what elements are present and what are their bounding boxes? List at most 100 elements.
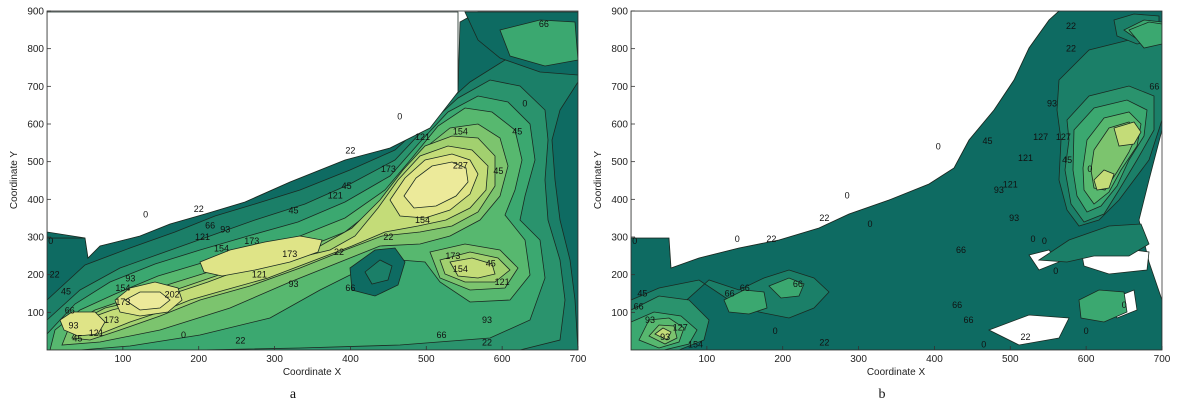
contour-level-label: 173 <box>115 297 130 307</box>
x-tick-label: 300 <box>266 354 283 365</box>
y-tick-label: 800 <box>27 44 44 55</box>
contour-level-label: 93 <box>289 279 299 289</box>
contour-level-label: 66 <box>205 221 215 231</box>
contour-level-label: 22 <box>235 336 245 346</box>
contour-level-label: 93 <box>125 273 135 283</box>
contour-level-label: 22 <box>194 204 204 214</box>
contour-level-label: 45 <box>1062 155 1072 165</box>
contour-fill-b <box>631 11 1162 350</box>
contour-level-label: 0 <box>1031 234 1036 244</box>
y-tick-label: 600 <box>27 120 44 131</box>
contour-level-label: 121 <box>89 328 104 338</box>
contour-level-label: 154 <box>214 243 229 253</box>
contour-level-label: 0 <box>1042 236 1047 246</box>
contour-level-label: 45 <box>512 127 522 137</box>
contour-level-label: 0 <box>1084 326 1089 336</box>
y-axis-label-a: Coordinate Y <box>9 151 20 210</box>
contour-level-label: 93 <box>1047 98 1057 108</box>
contour-level-label: 22 <box>1020 332 1030 342</box>
contour-level-label: 22 <box>383 232 393 242</box>
y-tick-label: 700 <box>611 82 628 93</box>
contour-level-label: 66 <box>952 300 962 310</box>
y-tick-label: 400 <box>27 195 44 206</box>
contour-level-label: 66 <box>65 305 75 315</box>
contour-level-label: 0 <box>522 98 527 108</box>
y-tick-label: 600 <box>611 120 628 131</box>
contour-level-label: 45 <box>72 334 82 344</box>
contour-level-label: 22 <box>345 145 355 155</box>
contour-level-label: 121 <box>495 277 510 287</box>
contour-level-label: 127 <box>1056 132 1071 142</box>
contour-level-label: 66 <box>539 19 549 29</box>
y-tick-label: 500 <box>27 157 44 168</box>
contour-level-label: 45 <box>289 206 299 216</box>
contour-level-label: 93 <box>482 315 492 325</box>
contour-level-label: 45 <box>983 136 993 146</box>
x-tick-label: 300 <box>850 354 867 365</box>
y-tick-label: 100 <box>611 308 628 319</box>
contour-level-label: 22 <box>1066 21 1076 31</box>
contour-level-label: 0 <box>773 326 778 336</box>
contour-chart-b: 0 45 66 93 127 93 154 66 66 66 0 22 22 0 0 0 45 93 121 121 1… <box>589 0 1175 405</box>
contour-level-label: 173 <box>282 249 297 259</box>
contour-level-label: 0 <box>632 236 637 246</box>
y-tick-label: 200 <box>27 270 44 281</box>
y-tick-label: 900 <box>27 7 44 18</box>
contour-level-label: 66 <box>956 245 966 255</box>
contour-level-label: 154 <box>453 127 468 137</box>
x-axis-label-a: Coordinate X <box>283 367 342 378</box>
contour-level-label: 22 <box>50 270 60 280</box>
contour-level-label: 93 <box>645 315 655 325</box>
y-tick-label: 200 <box>611 270 628 281</box>
plot-frame-a <box>46 10 579 351</box>
contour-level-label: 0 <box>1122 300 1127 310</box>
contour-level-label: 0 <box>1053 266 1058 276</box>
contour-level-label: 45 <box>61 287 71 297</box>
contour-plot-a: 0224566934593154173173121202022936612115… <box>9 7 586 403</box>
contour-level-label: 66 <box>725 289 735 299</box>
y-tick-label: 900 <box>611 7 628 18</box>
contour-level-label: 66 <box>345 283 355 293</box>
x-tick-label: 400 <box>342 354 359 365</box>
contour-level-label: 93 <box>69 321 79 331</box>
panel-caption-a: a <box>290 387 297 402</box>
panel-caption-b: b <box>879 387 886 402</box>
contour-level-label: 22 <box>1066 44 1076 54</box>
contour-level-label: 66 <box>793 279 803 289</box>
contour-level-label: 154 <box>453 264 468 274</box>
contour-level-label: 93 <box>994 185 1004 195</box>
contour-level-label: 154 <box>115 283 130 293</box>
contour-level-label: 173 <box>381 164 396 174</box>
contour-level-label: 0 <box>845 191 850 201</box>
contour-level-label: 0 <box>143 209 148 219</box>
contour-level-label: 154 <box>415 215 430 225</box>
contour-level-label: 66 <box>964 315 974 325</box>
y-tick-label: 400 <box>611 195 628 206</box>
contour-level-label: 0 <box>181 330 186 340</box>
x-ticks-b: 100 200 300 400 500 600 700 <box>699 346 1171 365</box>
x-tick-label: 500 <box>418 354 435 365</box>
contour-level-label: 22 <box>482 337 492 347</box>
x-ticks-a: 100 200 300 400 500 600 700 <box>115 346 586 365</box>
contour-fill-a <box>47 11 578 350</box>
contour-level-label: 22 <box>766 234 776 244</box>
y-tick-label: 700 <box>27 82 44 93</box>
contour-level-label: 0 <box>981 339 986 349</box>
x-tick-label: 500 <box>1002 354 1019 365</box>
contour-level-label: 0 <box>48 236 53 246</box>
contour-level-label: 173 <box>104 315 119 325</box>
x-tick-label: 600 <box>1078 354 1095 365</box>
x-axis-label-b: Coordinate X <box>867 367 926 378</box>
contour-level-label: 0 <box>735 234 740 244</box>
x-tick-label: 600 <box>494 354 511 365</box>
contour-level-label: 0 <box>936 142 941 152</box>
contour-level-label: 121 <box>195 232 210 242</box>
contour-level-label: 121 <box>1003 179 1018 189</box>
contour-level-label: 66 <box>740 283 750 293</box>
contour-level-label: 93 <box>1009 213 1019 223</box>
x-tick-label: 100 <box>115 354 132 365</box>
contour-level-label: 202 <box>165 289 180 299</box>
contour-level-label: 173 <box>244 236 259 246</box>
